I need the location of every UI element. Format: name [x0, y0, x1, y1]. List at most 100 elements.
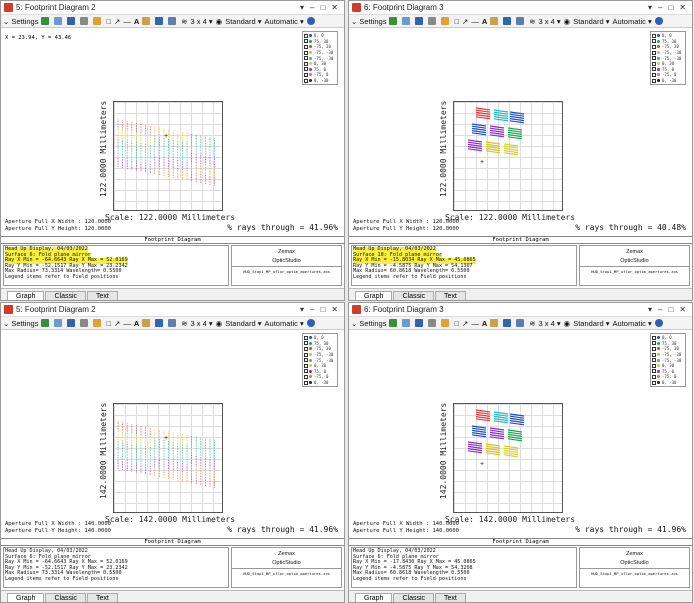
- automatic-dropdown[interactable]: Automatic ▾: [264, 318, 304, 328]
- legend-checkbox[interactable]: [304, 44, 308, 49]
- tab-text[interactable]: Text: [435, 291, 466, 300]
- minimize-icon[interactable]: –: [310, 3, 315, 12]
- clock-icon[interactable]: ◉: [215, 318, 223, 328]
- legend-checkbox[interactable]: [652, 72, 656, 77]
- layout-dropdown[interactable]: 3 x 4 ▾: [538, 16, 561, 26]
- automatic-dropdown[interactable]: Automatic ▾: [612, 16, 652, 26]
- plot-area[interactable]: 0, 0 75, 30 -75, 30 -75, -30 -75, -30 0, 30 75…: [349, 29, 692, 237]
- legend-checkbox[interactable]: [652, 346, 656, 351]
- rectangle-icon[interactable]: □: [454, 16, 460, 26]
- minimize-icon[interactable]: –: [310, 305, 315, 314]
- lock-icon[interactable]: [490, 319, 500, 327]
- text-icon[interactable]: A: [133, 318, 140, 328]
- minimize-icon[interactable]: –: [658, 3, 663, 12]
- legend-checkbox[interactable]: [304, 39, 308, 44]
- text-icon[interactable]: A: [133, 16, 140, 26]
- lock-icon[interactable]: [490, 17, 500, 25]
- plot-area[interactable]: X = 23.94, Y = 43.46 0, 0 75, 30 -75, 30 -7…: [1, 29, 344, 237]
- legend-checkbox[interactable]: [304, 33, 308, 38]
- maximize-icon[interactable]: □: [320, 305, 326, 314]
- copy-icon[interactable]: [54, 17, 64, 25]
- legend-checkbox[interactable]: [652, 358, 656, 363]
- legend-checkbox[interactable]: [304, 363, 308, 368]
- help-icon[interactable]: [654, 17, 665, 25]
- legend-checkbox[interactable]: [652, 56, 656, 61]
- layers-icon[interactable]: ≋: [181, 318, 188, 328]
- tab-classic[interactable]: Classic: [45, 593, 87, 602]
- legend-checkbox[interactable]: [304, 380, 308, 385]
- legend-checkbox[interactable]: [304, 369, 308, 374]
- help-icon[interactable]: [306, 17, 317, 25]
- clock-icon[interactable]: ◉: [215, 16, 223, 26]
- legend-checkbox[interactable]: [304, 341, 308, 346]
- legend-checkbox[interactable]: [652, 61, 656, 66]
- lock-icon[interactable]: [142, 319, 152, 327]
- plot-area[interactable]: 0, 0 75, 30 -75, 30 -75, -30 -75, -30 0, 30 75…: [1, 331, 344, 539]
- legend-checkbox[interactable]: [652, 363, 656, 368]
- line-icon[interactable]: —: [123, 318, 131, 328]
- legend-checkbox[interactable]: [304, 374, 308, 379]
- save-icon[interactable]: [415, 319, 425, 327]
- print-icon[interactable]: [80, 17, 90, 25]
- help-icon[interactable]: [306, 319, 317, 327]
- settings-button[interactable]: ⌄ Settings: [3, 16, 39, 26]
- close-icon[interactable]: ✕: [679, 305, 686, 314]
- legend-checkbox[interactable]: [652, 352, 656, 357]
- refresh-icon[interactable]: [389, 17, 399, 25]
- text-icon[interactable]: A: [481, 318, 488, 328]
- legend-checkbox[interactable]: [652, 50, 656, 55]
- grid-icon[interactable]: [503, 17, 513, 25]
- tab-classic[interactable]: Classic: [393, 593, 435, 602]
- close-icon[interactable]: ✕: [331, 3, 338, 12]
- legend-checkbox[interactable]: [652, 380, 656, 385]
- legend-checkbox[interactable]: [652, 39, 656, 44]
- window-menu-icon[interactable]: ▾: [299, 305, 304, 314]
- clock-icon[interactable]: ◉: [563, 16, 571, 26]
- automatic-dropdown[interactable]: Automatic ▾: [264, 16, 304, 26]
- grid-icon[interactable]: [155, 319, 165, 327]
- copy-icon[interactable]: [402, 17, 412, 25]
- legend-checkbox[interactable]: [652, 374, 656, 379]
- settings-button[interactable]: ⌄ Settings: [3, 318, 39, 328]
- legend-checkbox[interactable]: [304, 352, 308, 357]
- layers-icon[interactable]: ≋: [529, 16, 536, 26]
- legend-checkbox[interactable]: [304, 56, 308, 61]
- arrow-icon[interactable]: ↗: [462, 318, 469, 328]
- legend-checkbox[interactable]: [304, 50, 308, 55]
- tab-graph[interactable]: Graph: [355, 291, 393, 300]
- standard-dropdown[interactable]: Standard ▾: [225, 318, 262, 328]
- window-icon[interactable]: [516, 319, 526, 327]
- standard-dropdown[interactable]: Standard ▾: [573, 16, 610, 26]
- grid-icon[interactable]: [155, 17, 165, 25]
- legend-checkbox[interactable]: [304, 346, 308, 351]
- maximize-icon[interactable]: □: [668, 305, 674, 314]
- rectangle-icon[interactable]: □: [106, 318, 112, 328]
- lock-icon[interactable]: [142, 17, 152, 25]
- copy-icon[interactable]: [402, 319, 412, 327]
- clock-icon[interactable]: ◉: [563, 318, 571, 328]
- standard-dropdown[interactable]: Standard ▾: [225, 16, 262, 26]
- legend-checkbox[interactable]: [304, 67, 308, 72]
- tab-graph[interactable]: Graph: [355, 593, 393, 602]
- save-icon[interactable]: [415, 17, 425, 25]
- line-icon[interactable]: —: [471, 318, 479, 328]
- tab-text[interactable]: Text: [87, 291, 118, 300]
- settings-button[interactable]: ⌄ Settings: [351, 318, 387, 328]
- print-icon[interactable]: [428, 17, 438, 25]
- layout-dropdown[interactable]: 3 x 4 ▾: [190, 16, 213, 26]
- legend-checkbox[interactable]: [304, 358, 308, 363]
- tab-graph[interactable]: Graph: [7, 593, 45, 602]
- layout-dropdown[interactable]: 3 x 4 ▾: [538, 318, 561, 328]
- window-icon[interactable]: [516, 17, 526, 25]
- text-icon[interactable]: A: [481, 16, 488, 26]
- layers-icon[interactable]: ≋: [529, 318, 536, 328]
- print-icon[interactable]: [80, 319, 90, 327]
- legend-checkbox[interactable]: [304, 61, 308, 66]
- refresh-icon[interactable]: [389, 319, 399, 327]
- copy-icon[interactable]: [54, 319, 64, 327]
- window-menu-icon[interactable]: ▾: [647, 305, 652, 314]
- rectangle-icon[interactable]: □: [106, 16, 112, 26]
- window-menu-icon[interactable]: ▾: [647, 3, 652, 12]
- layers-icon[interactable]: ≋: [181, 16, 188, 26]
- maximize-icon[interactable]: □: [668, 3, 674, 12]
